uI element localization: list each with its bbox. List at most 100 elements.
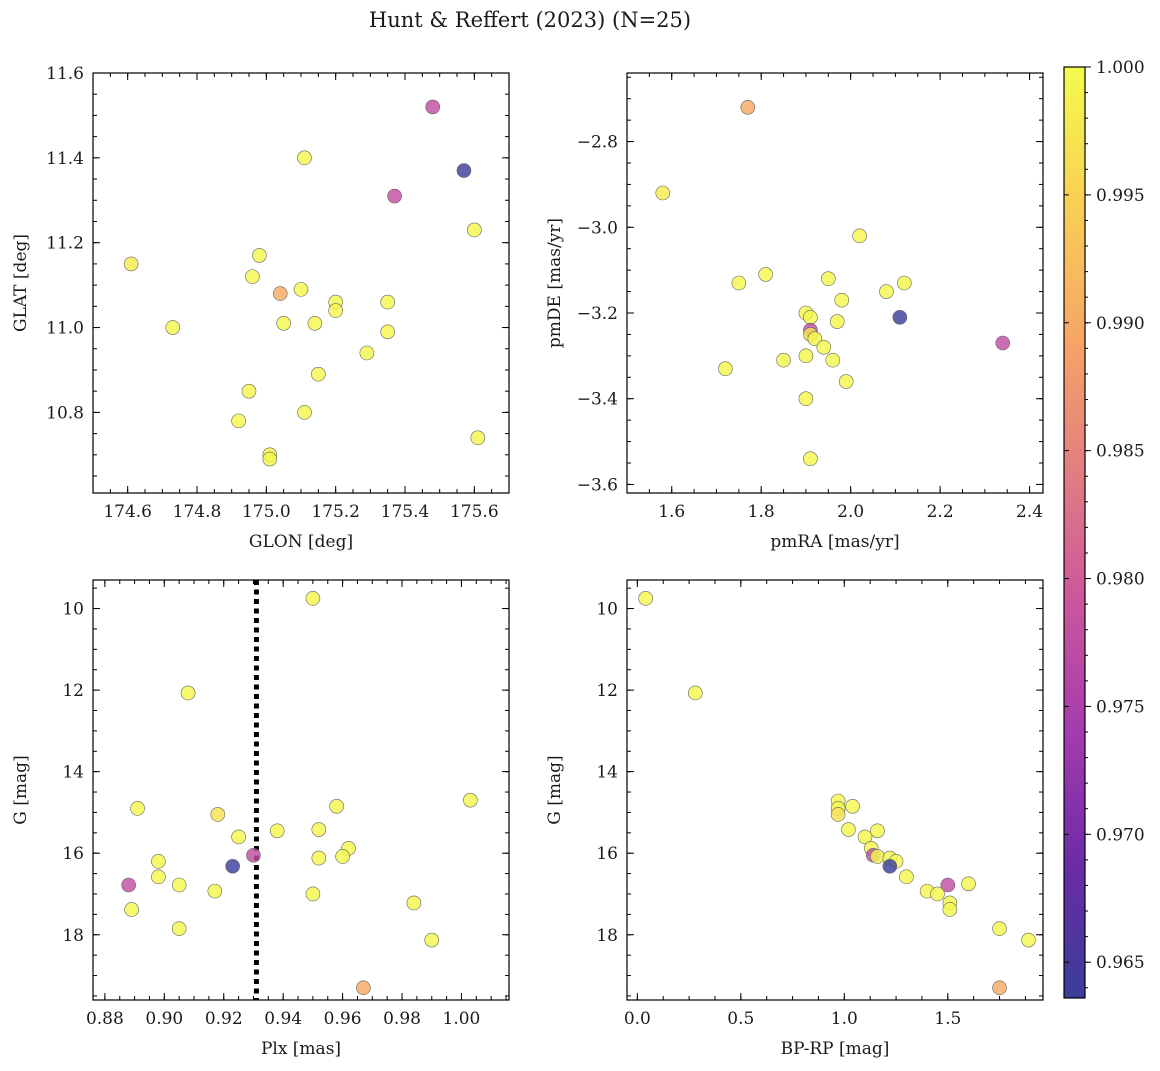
data-point [329, 799, 344, 814]
y-tick-label: 18 [62, 926, 84, 946]
data-point [380, 294, 395, 310]
data-point [171, 921, 187, 936]
x-tick-label: 175.4 [381, 502, 430, 522]
colorbar-tick-label: 1.000 [1096, 58, 1145, 78]
data-point [807, 331, 823, 347]
data-point [798, 348, 814, 364]
colorbar-tick-label: 0.965 [1096, 953, 1145, 973]
data-point [852, 228, 867, 244]
x-tick-label: 2.4 [1016, 502, 1043, 522]
colorbar-tick-label: 0.990 [1096, 314, 1145, 334]
data-point [803, 309, 818, 325]
data-point [207, 883, 223, 899]
data-point [731, 275, 747, 291]
data-point [879, 284, 894, 299]
data-point [820, 271, 836, 287]
data-point [1021, 932, 1036, 948]
data-point [210, 807, 226, 822]
colorbar-gradient [1063, 66, 1086, 999]
y-tick-label: −3.6 [577, 475, 618, 495]
x-tick-label: 175.2 [311, 502, 360, 522]
data-point [311, 366, 326, 382]
data-point [424, 932, 440, 948]
data-point [151, 869, 166, 885]
data-point [803, 451, 818, 467]
data-point [123, 256, 139, 272]
x-tick-label: 1.5 [934, 1009, 961, 1029]
x-axis-label: pmRA [mas/yr] [770, 532, 899, 552]
data-point [380, 324, 395, 340]
y-tick-label: 16 [62, 844, 84, 864]
x-axis-label: GLON [deg] [249, 532, 353, 552]
panels: 174.6 174.8 175.0 175.2 175.4 175.6 10.8 11.0 11… [11, 64, 1044, 1059]
y-tick-label: −3.2 [577, 304, 618, 324]
y-tick-label: 11.4 [46, 149, 84, 169]
x-tick-label: 0.98 [383, 1009, 421, 1029]
colorbar-tick-label: 0.970 [1096, 825, 1145, 845]
data-point [776, 352, 791, 368]
data-point [272, 286, 288, 301]
data-point [305, 886, 321, 902]
colorbar-tick-label: 0.980 [1096, 570, 1145, 590]
data-point [359, 345, 375, 361]
x-tick-label: 0.94 [264, 1009, 302, 1029]
data-point [130, 801, 145, 816]
x-axis-label: Plx [mas] [261, 1039, 341, 1059]
y-axis-label: pmDE [mas/yr] [545, 218, 565, 348]
data-point [930, 886, 945, 902]
data-point [655, 185, 671, 201]
x-tick-label: 1.0 [831, 1009, 858, 1029]
data-point [992, 921, 1007, 936]
data-point [328, 303, 343, 318]
x-tick-label: 174.8 [173, 502, 222, 522]
data-point [467, 222, 482, 238]
data-point [245, 269, 260, 284]
data-point [171, 877, 187, 893]
data-point [307, 316, 323, 331]
data-point [269, 823, 285, 839]
data-point [870, 823, 885, 839]
data-point [995, 335, 1011, 351]
data-point [165, 320, 181, 335]
x-tick-label: 0.5 [727, 1009, 754, 1029]
y-axis-label: G [mag] [545, 755, 565, 824]
axes-frame [92, 579, 510, 1001]
data-point [121, 877, 136, 893]
data-point [335, 849, 350, 864]
data-point [252, 248, 267, 263]
data-point [718, 361, 733, 377]
data-point [940, 877, 956, 893]
x-tick-label: 0.96 [324, 1009, 362, 1029]
data-point [356, 980, 371, 996]
data-point [463, 792, 478, 808]
panel-glon-glat: 174.6 174.8 175.0 175.2 175.4 175.6 10.8 11.0 11… [11, 64, 510, 552]
data-point [151, 854, 166, 869]
data-point [942, 902, 958, 917]
data-point [180, 685, 196, 701]
y-tick-label: 11.0 [46, 319, 84, 339]
y-tick-label: 10 [596, 600, 618, 620]
x-tick-label: 0.88 [86, 1009, 124, 1029]
x-tick-label: 174.6 [103, 502, 152, 522]
data-point [825, 352, 841, 368]
y-tick-label: −3.4 [577, 390, 618, 410]
y-tick-label: −3.0 [577, 218, 618, 238]
y-tick-label: 11.2 [46, 234, 84, 254]
data-point [311, 850, 327, 866]
y-tick-label: 14 [596, 763, 618, 783]
data-point [638, 591, 653, 606]
data-point [882, 858, 898, 874]
data-point [992, 980, 1007, 996]
y-tick-label: 10.8 [46, 403, 84, 423]
data-point [870, 849, 885, 864]
x-tick-label: 175.6 [450, 502, 499, 522]
data-point [816, 339, 832, 355]
data-point [845, 799, 860, 814]
colorbar-tick-label: 0.975 [1096, 697, 1145, 717]
data-point [758, 267, 773, 282]
data-point [961, 876, 976, 892]
x-tick-label: 2.2 [927, 502, 954, 522]
data-point [897, 275, 912, 291]
